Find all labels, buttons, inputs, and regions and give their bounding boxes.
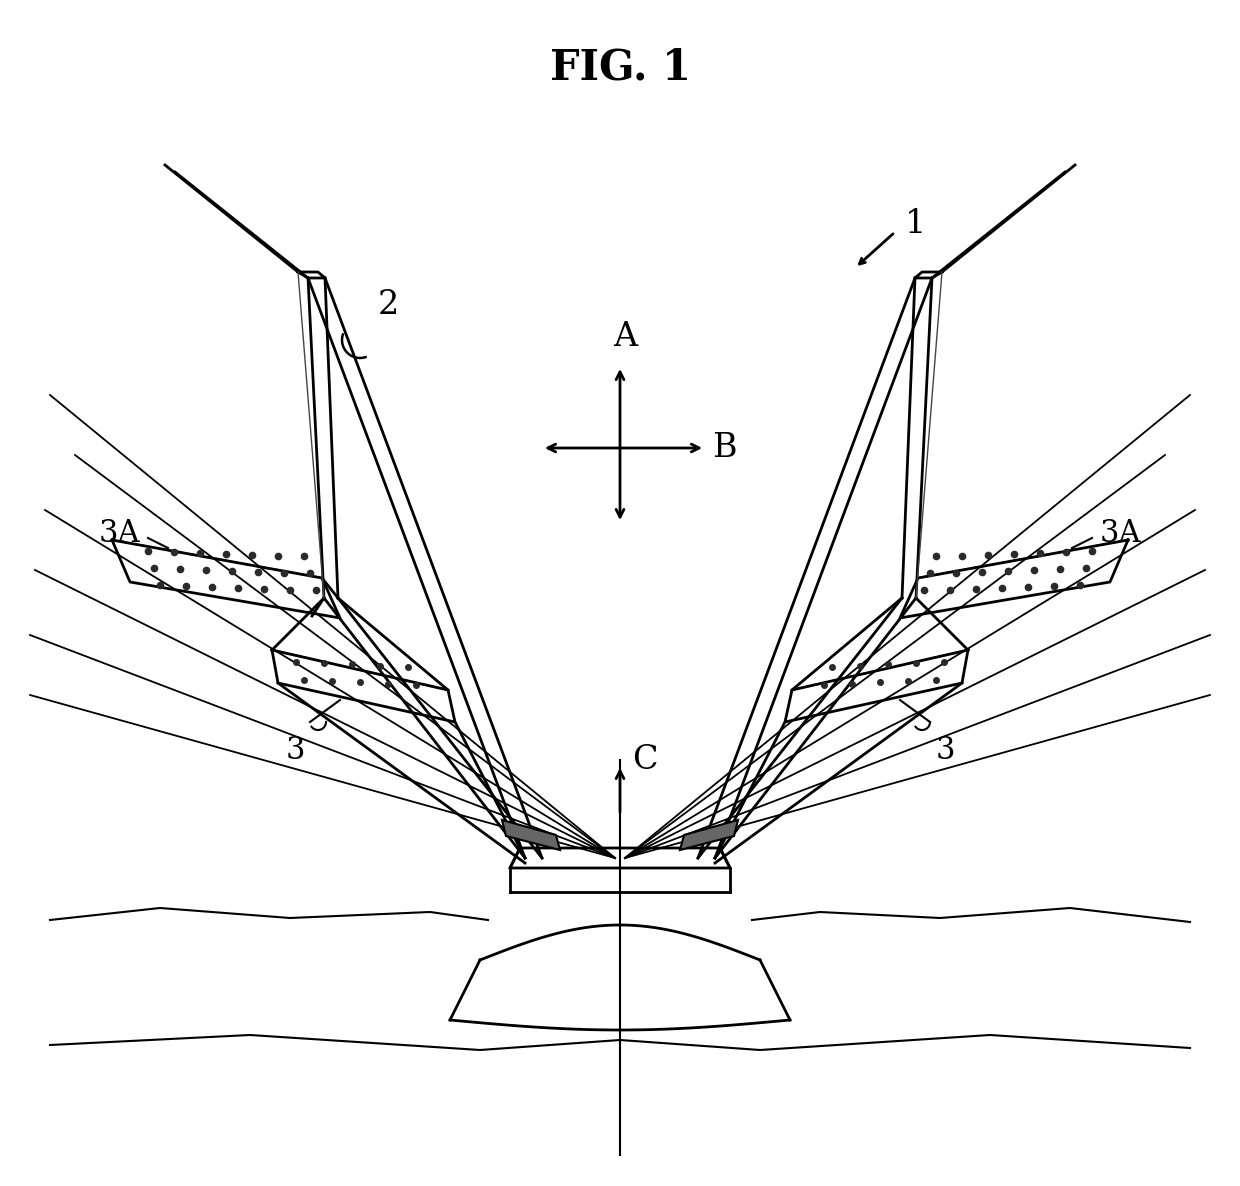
Polygon shape bbox=[502, 820, 560, 850]
Text: 2: 2 bbox=[378, 289, 399, 321]
Text: A: A bbox=[613, 321, 637, 353]
Text: 3: 3 bbox=[285, 735, 305, 766]
Text: 1: 1 bbox=[905, 208, 926, 240]
Text: C: C bbox=[632, 744, 657, 776]
Text: FIG. 1: FIG. 1 bbox=[549, 47, 691, 89]
Text: 3: 3 bbox=[935, 735, 955, 766]
Text: B: B bbox=[712, 432, 737, 464]
Text: 3A: 3A bbox=[1100, 518, 1142, 549]
Polygon shape bbox=[680, 820, 738, 850]
Text: 3A: 3A bbox=[98, 518, 140, 549]
